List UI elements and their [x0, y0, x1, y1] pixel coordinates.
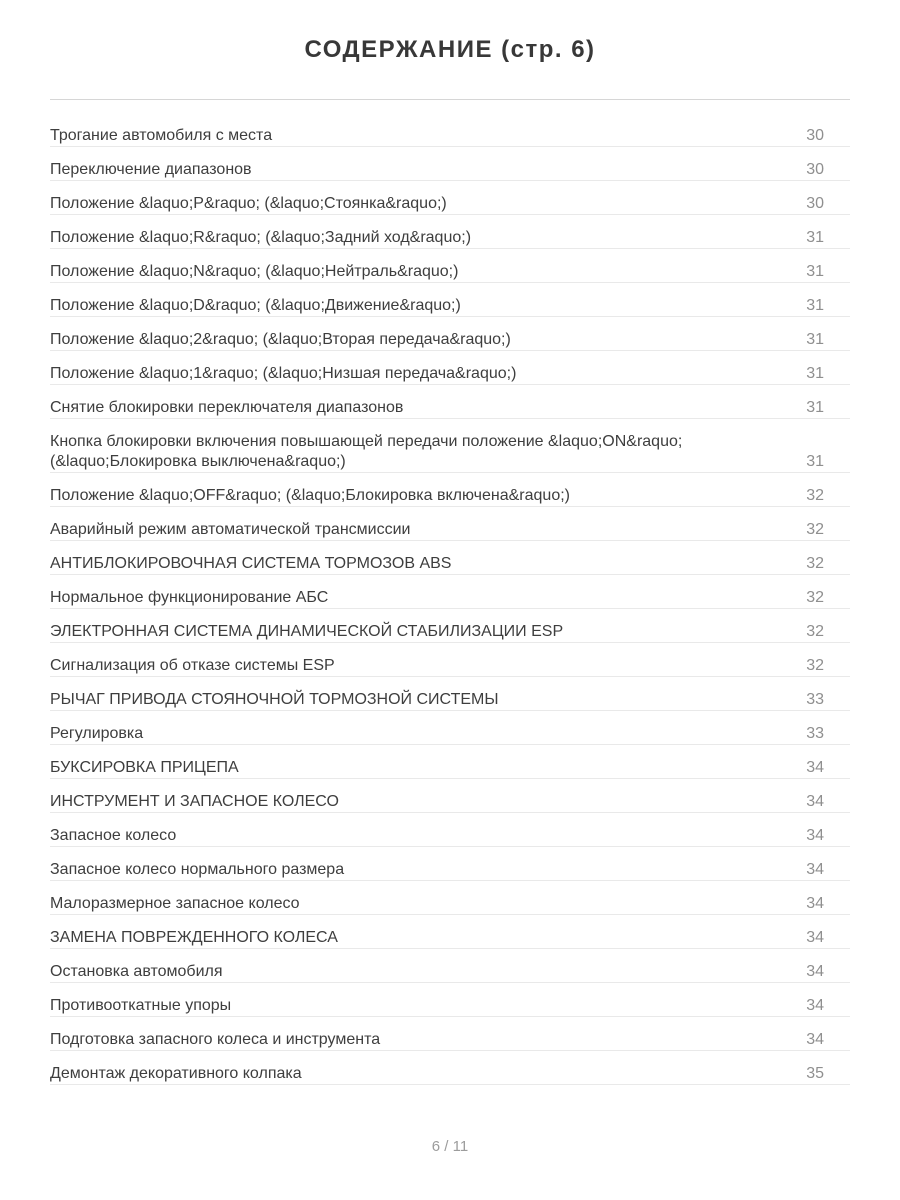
toc-entry-page: 33: [806, 691, 824, 708]
toc-entry-title: Положение &laquo;2&raquo; (&laquo;Вторая…: [50, 331, 511, 348]
toc-entry[interactable]: Противооткатные упоры 34: [50, 983, 850, 1017]
toc-entry-page: 31: [806, 365, 824, 382]
toc-entry[interactable]: Нормальное функционирование АБС 32: [50, 575, 850, 609]
toc-entry[interactable]: РЫЧАГ ПРИВОДА СТОЯНОЧНОЙ ТОРМОЗНОЙ СИСТЕ…: [50, 677, 850, 711]
toc-entry[interactable]: Запасное колесо нормального размера 34: [50, 847, 850, 881]
toc-entry-title: РЫЧАГ ПРИВОДА СТОЯНОЧНОЙ ТОРМОЗНОЙ СИСТЕ…: [50, 691, 499, 708]
page-title: СОДЕРЖАНИЕ (стр. 6): [304, 36, 596, 63]
toc-entry[interactable]: Положение &laquo;D&raquo; (&laquo;Движен…: [50, 283, 850, 317]
toc-entry-title: Регулировка: [50, 725, 144, 742]
toc-entry-page: 34: [806, 929, 824, 946]
toc-entry-page: 30: [806, 127, 824, 144]
toc-entry-page: 31: [806, 399, 824, 416]
toc-entry-page: 34: [806, 861, 824, 878]
toc-entry-title: БУКСИРОВКА ПРИЦЕПА: [50, 759, 239, 776]
page-indicator: 6 / 11: [431, 1138, 469, 1155]
toc-entry[interactable]: ЭЛЕКТРОННАЯ СИСТЕМА ДИНАМИЧЕСКОЙ СТАБИЛИ…: [50, 609, 850, 643]
toc-entry[interactable]: Положение &laquo;P&raquo; (&laquo;Стоянк…: [50, 181, 850, 215]
toc-entry[interactable]: Положение &laquo;N&raquo; (&laquo;Нейтра…: [50, 249, 850, 283]
toc-entry[interactable]: БУКСИРОВКА ПРИЦЕПА 34: [50, 745, 850, 779]
toc-entry-title: АНТИБЛОКИРОВОЧНАЯ СИСТЕМА ТОРМОЗОВ ABS: [50, 555, 452, 572]
toc-entry-title: Положение &laquo;P&raquo; (&laquo;Стоянк…: [50, 195, 447, 212]
toc-entry[interactable]: Запасное колесо 34: [50, 813, 850, 847]
toc-entry-page: 32: [806, 623, 824, 640]
toc-entry-title: Положение &laquo;OFF&raquo; (&laquo;Блок…: [50, 487, 570, 504]
toc-entry-page: 32: [806, 487, 824, 504]
toc-entry-page: 34: [806, 963, 824, 980]
toc-entry-page: 32: [806, 589, 824, 606]
toc-entry[interactable]: Малоразмерное запасное колесо 34: [50, 881, 850, 915]
toc-entry-title: Нормальное функционирование АБС: [50, 589, 329, 606]
toc-entry-title: Трогание автомобиля с места: [50, 127, 273, 144]
toc-list: Трогание автомобиля с места 30 Переключе…: [50, 113, 850, 1085]
toc-entry[interactable]: Аварийный режим автоматической трансмисс…: [50, 507, 850, 541]
toc-entry-page: 35: [806, 1065, 824, 1082]
toc-entry-page: 34: [806, 1031, 824, 1048]
toc-entry[interactable]: Сигнализация об отказе системы ESP 32: [50, 643, 850, 677]
toc-entry-title: Положение &laquo;1&raquo; (&laquo;Низшая…: [50, 365, 517, 382]
toc-entry[interactable]: Положение &laquo;2&raquo; (&laquo;Вторая…: [50, 317, 850, 351]
toc-entry-page: 31: [806, 331, 824, 348]
toc-entry[interactable]: Положение &laquo;1&raquo; (&laquo;Низшая…: [50, 351, 850, 385]
title-divider: [50, 99, 850, 100]
toc-entry-title: Подготовка запасного колеса и инструмент…: [50, 1031, 381, 1048]
toc-entry-title: ИНСТРУМЕНТ И ЗАПАСНОЕ КОЛЕСО: [50, 793, 339, 810]
toc-entry-title: Переключение диапазонов: [50, 161, 252, 178]
toc-entry-page: 32: [806, 657, 824, 674]
toc-entry-page: 34: [806, 827, 824, 844]
toc-entry-title: Противооткатные упоры: [50, 997, 232, 1014]
toc-entry[interactable]: Переключение диапазонов 30: [50, 147, 850, 181]
toc-entry-title: Малоразмерное запасное колесо: [50, 895, 300, 912]
toc-entry-page: 30: [806, 195, 824, 212]
toc-entry[interactable]: Регулировка 33: [50, 711, 850, 745]
toc-entry-page: 31: [806, 229, 824, 246]
toc-entry[interactable]: Снятие блокировки переключателя диапазон…: [50, 385, 850, 419]
toc-entry[interactable]: ИНСТРУМЕНТ И ЗАПАСНОЕ КОЛЕСО 34: [50, 779, 850, 813]
toc-entry-title: Положение &laquo;R&raquo; (&laquo;Задний…: [50, 229, 472, 246]
toc-entry[interactable]: Положение &laquo;OFF&raquo; (&laquo;Блок…: [50, 473, 850, 507]
toc-entry-title: Демонтаж декоративного колпака: [50, 1065, 302, 1082]
toc-entry-page: 31: [806, 453, 824, 470]
toc-entry-page: 34: [806, 997, 824, 1014]
toc-entry-title: Сигнализация об отказе системы ESP: [50, 657, 335, 674]
toc-entry[interactable]: Демонтаж декоративного колпака 35: [50, 1051, 850, 1085]
toc-entry[interactable]: Кнопка блокировки включения повышающей п…: [50, 419, 850, 473]
toc-entry-title: Положение &laquo;N&raquo; (&laquo;Нейтра…: [50, 263, 459, 280]
toc-entry-title: Остановка автомобиля: [50, 963, 223, 980]
toc-entry-title: Снятие блокировки переключателя диапазон…: [50, 399, 404, 416]
toc-entry-title: Аварийный режим автоматической трансмисс…: [50, 521, 411, 538]
toc-entry-page: 31: [806, 263, 824, 280]
toc-entry-page: 33: [806, 725, 824, 742]
toc-entry-page: 30: [806, 161, 824, 178]
toc-entry[interactable]: Подготовка запасного колеса и инструмент…: [50, 1017, 850, 1051]
toc-entry-title: ЭЛЕКТРОННАЯ СИСТЕМА ДИНАМИЧЕСКОЙ СТАБИЛИ…: [50, 623, 564, 640]
toc-entry[interactable]: АНТИБЛОКИРОВОЧНАЯ СИСТЕМА ТОРМОЗОВ ABS 3…: [50, 541, 850, 575]
toc-entry[interactable]: ЗАМЕНА ПОВРЕЖДЕННОГО КОЛЕСА 34: [50, 915, 850, 949]
toc-entry-title: Запасное колесо: [50, 827, 177, 844]
toc-entry-page: 32: [806, 555, 824, 572]
toc-entry-page: 34: [806, 793, 824, 810]
toc-entry-page: 31: [806, 297, 824, 314]
toc-entry-title: Запасное колесо нормального размера: [50, 861, 345, 878]
toc-entry-page: 34: [806, 759, 824, 776]
toc-entry-title: ЗАМЕНА ПОВРЕЖДЕННОГО КОЛЕСА: [50, 929, 338, 946]
toc-entry[interactable]: Остановка автомобиля 34: [50, 949, 850, 983]
toc-entry-page: 34: [806, 895, 824, 912]
toc-entry[interactable]: Положение &laquo;R&raquo; (&laquo;Задний…: [50, 215, 850, 249]
toc-entry-title: Положение &laquo;D&raquo; (&laquo;Движен…: [50, 297, 461, 314]
toc-entry-title: Кнопка блокировки включения повышающей п…: [50, 433, 683, 470]
toc-entry-page: 32: [806, 521, 824, 538]
toc-entry[interactable]: Трогание автомобиля с места 30: [50, 113, 850, 147]
